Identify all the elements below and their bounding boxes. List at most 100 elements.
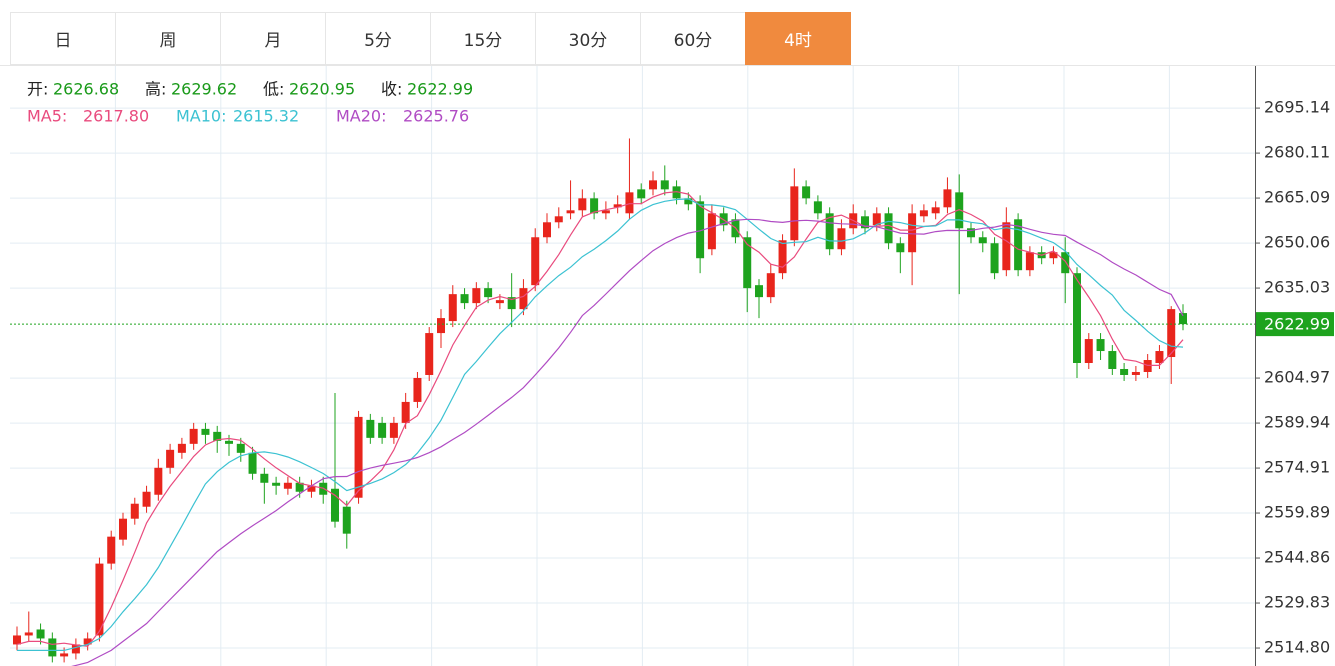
candle-body <box>331 488 339 522</box>
y-tick-label: 2529.83 <box>1264 593 1330 612</box>
candle-body <box>425 333 434 375</box>
y-tick-label: 2589.94 <box>1264 413 1330 432</box>
period-tab[interactable]: 5分 <box>325 12 430 65</box>
candle-body <box>1120 368 1129 375</box>
candle-body <box>1131 371 1140 375</box>
period-tab[interactable]: 4时 <box>745 12 851 65</box>
ma-value: 2615.32 <box>233 107 299 126</box>
candle-body <box>95 563 104 636</box>
candle-body <box>460 294 469 304</box>
candle-body <box>83 638 92 645</box>
candle-body <box>861 216 869 229</box>
y-tick-label: 2665.09 <box>1264 188 1330 207</box>
candle-body <box>307 485 316 492</box>
candle-body <box>543 222 551 238</box>
candle-body <box>248 452 257 474</box>
candle-body <box>802 186 811 199</box>
y-tick-label: 2695.14 <box>1264 98 1330 117</box>
y-tick-label: 2650.06 <box>1264 233 1330 252</box>
candle-body <box>177 443 186 453</box>
candle-body <box>213 431 222 441</box>
candle-body <box>590 198 599 214</box>
candle-body <box>707 213 716 250</box>
candle-body <box>554 216 563 223</box>
candle-body <box>378 422 387 438</box>
last-price-label: 2622.99 <box>1264 315 1330 334</box>
period-tabs: 日周月 5分 15分 30分 60分 4时 <box>10 12 851 65</box>
quote-value: 2622.99 <box>407 80 473 99</box>
candle-body <box>1014 219 1023 271</box>
ma-line <box>17 198 1184 651</box>
candle-body <box>236 443 245 453</box>
ma-label: MA10: <box>176 107 227 126</box>
candle-body <box>1167 309 1176 358</box>
candle-body <box>260 473 269 483</box>
period-tab[interactable]: 30分 <box>535 12 640 65</box>
candle-body <box>36 629 45 639</box>
ma-label: MA20: <box>336 107 387 126</box>
candle-body <box>967 228 975 238</box>
y-tick-label: 2680.11 <box>1264 143 1330 162</box>
candle-body <box>872 213 881 226</box>
candle-body <box>884 213 893 244</box>
candle-body <box>201 428 210 435</box>
candle-body <box>837 228 846 250</box>
candle-body <box>1179 313 1187 325</box>
quote-label: 低: <box>263 80 284 99</box>
candle-body <box>413 377 422 402</box>
quote-label: 开: <box>27 80 48 99</box>
candle-body <box>166 449 175 468</box>
candle-body <box>1049 252 1058 259</box>
candle-body <box>519 288 528 310</box>
candle-body <box>896 243 905 253</box>
candle-body <box>60 653 69 657</box>
candle-body <box>1096 339 1105 352</box>
candle-body <box>389 422 398 438</box>
candle-body <box>531 237 540 286</box>
candle-body <box>448 294 457 322</box>
candle-body <box>660 180 669 190</box>
candle-body <box>578 198 587 211</box>
candle-body <box>24 632 33 636</box>
candle-body <box>13 635 21 645</box>
candle-body <box>472 288 481 304</box>
candle-body <box>495 300 504 304</box>
candle-body <box>119 518 127 540</box>
period-tab[interactable]: 60分 <box>640 12 745 65</box>
candle-body <box>1002 222 1011 271</box>
candle-body <box>142 491 151 507</box>
candle-body <box>790 186 799 241</box>
candle-body <box>1084 339 1093 364</box>
candle-body <box>778 240 787 274</box>
period-tab[interactable]: 15分 <box>430 12 535 65</box>
candle-body <box>225 440 233 444</box>
candle-body <box>766 273 775 298</box>
plot <box>10 138 1255 666</box>
period-tab[interactable]: 周 <box>115 12 220 65</box>
candle-body <box>931 207 940 214</box>
candle-body <box>437 318 445 334</box>
period-tab[interactable]: 日 <box>10 12 115 65</box>
candle-body <box>990 243 999 274</box>
candle-body <box>566 210 575 214</box>
candle-body <box>1108 351 1117 369</box>
y-tick-label: 2544.86 <box>1264 548 1330 567</box>
candle-body <box>189 428 198 444</box>
period-tab[interactable]: 月 <box>220 12 325 65</box>
candle-body <box>107 536 116 564</box>
candle-body <box>1025 252 1034 271</box>
ma-value: 2625.76 <box>403 107 469 126</box>
quote-value: 2626.68 <box>53 80 119 99</box>
candle-body <box>613 204 622 208</box>
candle-body <box>755 285 763 298</box>
candle-body <box>601 210 610 214</box>
candle-body <box>978 237 987 244</box>
candle-body <box>401 401 410 423</box>
candle-body <box>649 180 657 190</box>
candle-body <box>684 198 693 205</box>
candle-body <box>295 482 304 492</box>
candle-body <box>696 201 705 259</box>
candle-body <box>919 210 928 217</box>
candle-body <box>743 237 752 289</box>
